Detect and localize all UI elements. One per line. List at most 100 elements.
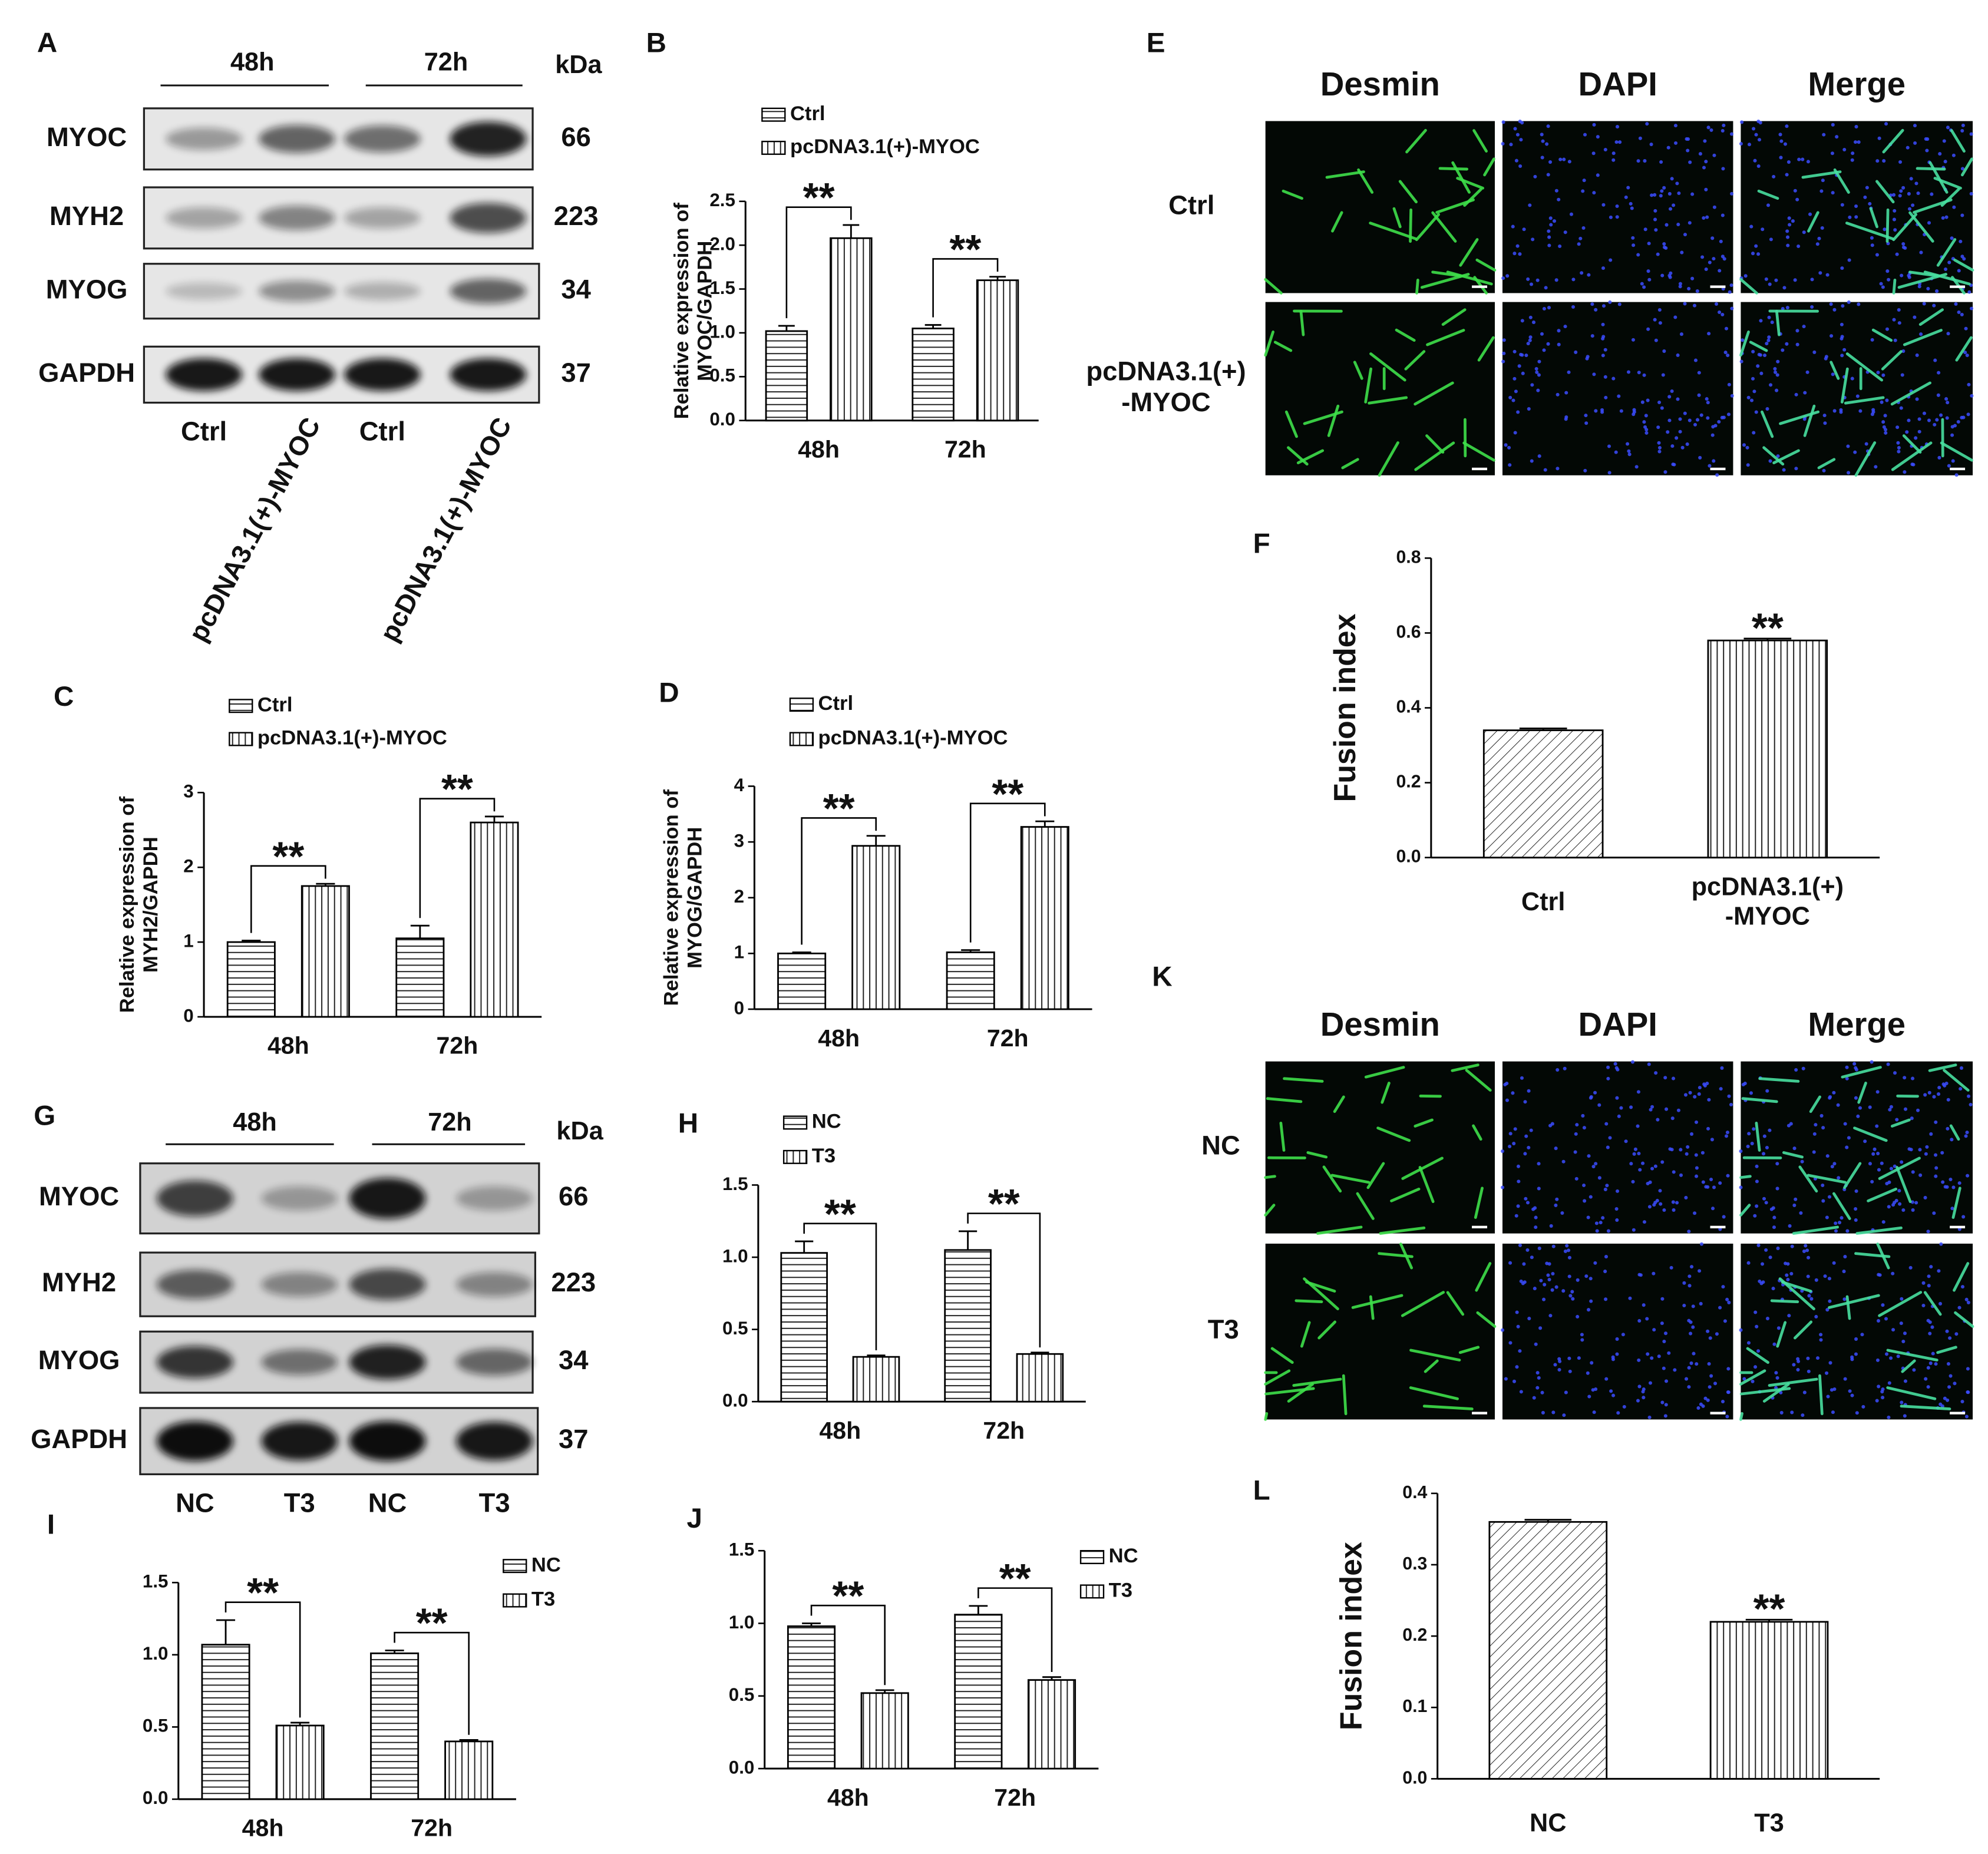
blot-band: [349, 1421, 426, 1461]
nucleus: [1832, 409, 1837, 413]
nucleus: [1899, 189, 1903, 193]
nucleus: [1863, 1139, 1867, 1144]
nucleus: [1739, 1328, 1743, 1332]
error-bar: [795, 1240, 814, 1253]
nucleus: [1770, 320, 1774, 325]
nucleus: [1527, 1317, 1531, 1321]
fibre: [1886, 1349, 1939, 1361]
nucleus: [1947, 464, 1951, 468]
nucleus: [1898, 1202, 1902, 1206]
fibre: [1395, 328, 1416, 342]
nucleus: [1960, 128, 1964, 133]
nucleus: [1756, 364, 1760, 368]
nucleus: [1903, 1331, 1907, 1336]
nucleus: [1758, 1279, 1762, 1283]
nucleus: [1679, 1148, 1683, 1152]
nucleus: [1589, 1095, 1593, 1099]
y-tick-label: 1.5: [729, 1539, 755, 1559]
panel-label: E: [1147, 27, 1165, 58]
nucleus: [1571, 305, 1576, 309]
y-tick-label: 0.0: [1396, 847, 1421, 867]
nucleus: [1563, 1249, 1567, 1253]
nucleus: [1698, 1086, 1702, 1090]
fibre: [1327, 404, 1340, 437]
nucleus: [1917, 285, 1921, 289]
nucleus: [1560, 1211, 1564, 1215]
nucleus: [1926, 137, 1930, 141]
nucleus: [1515, 244, 1520, 248]
nucleus: [1796, 1368, 1800, 1372]
nucleus: [1753, 1365, 1758, 1369]
nucleus: [1739, 141, 1743, 146]
nucleus: [1864, 442, 1868, 446]
nucleus: [1800, 1159, 1804, 1164]
nucleus: [1854, 1352, 1858, 1356]
nucleus: [1810, 277, 1814, 282]
nucleus: [1520, 121, 1524, 125]
fibre: [1404, 350, 1426, 371]
y-tick-label: 0.0: [729, 1757, 755, 1777]
nucleus: [1540, 156, 1544, 160]
nucleus: [1684, 1377, 1689, 1381]
nucleus: [1941, 216, 1945, 220]
nucleus: [1666, 430, 1670, 434]
nucleus: [1887, 277, 1891, 282]
nucleus: [1713, 424, 1718, 428]
nucleus: [1654, 1071, 1658, 1075]
nucleus: [1642, 1396, 1646, 1400]
nucleus: [1960, 312, 1964, 317]
nucleus: [1944, 267, 1948, 272]
fibre: [1303, 1277, 1339, 1311]
nucleus: [1758, 121, 1762, 125]
nucleus: [1876, 1318, 1881, 1323]
nucleus: [1707, 332, 1711, 336]
nucleus: [1725, 1131, 1729, 1135]
nucleus: [1755, 1179, 1759, 1184]
nucleus: [1523, 1100, 1527, 1104]
blot-band: [344, 282, 421, 300]
nucleus: [1641, 1390, 1645, 1394]
fibre: [1878, 1156, 1921, 1180]
nucleus: [1912, 1368, 1916, 1372]
nucleus: [1954, 302, 1958, 306]
nucleus: [1932, 1211, 1936, 1215]
nucleus: [1672, 1208, 1676, 1212]
fibre: [1475, 1262, 1492, 1292]
kda-label: 34: [561, 274, 591, 304]
nucleus: [1601, 1216, 1605, 1220]
nucleus: [1554, 1285, 1558, 1289]
x-tick-label: 48h: [798, 436, 840, 463]
nucleus: [1857, 302, 1861, 306]
fibre: [1330, 1174, 1371, 1184]
nucleus: [1663, 1414, 1667, 1418]
nucleus: [1850, 1357, 1854, 1361]
nucleus: [1791, 219, 1795, 223]
nucleus: [1931, 1351, 1935, 1356]
fibre: [1294, 1299, 1323, 1304]
fibre: [1857, 1082, 1867, 1104]
fibre: [1424, 1359, 1439, 1373]
fibre: [1841, 1066, 1882, 1079]
nucleus: [1653, 217, 1657, 222]
nucleus: [1552, 219, 1557, 223]
nucleus: [1854, 1207, 1858, 1211]
nucleus: [1726, 1390, 1730, 1394]
nucleus: [1646, 1352, 1650, 1356]
nucleus: [1567, 1356, 1571, 1360]
nucleus: [1650, 1356, 1654, 1360]
nucleus: [1594, 1221, 1599, 1225]
nucleus: [1802, 1249, 1806, 1253]
bar: [946, 951, 995, 1010]
nucleus: [1710, 1207, 1715, 1211]
nucleus: [1694, 1153, 1698, 1157]
nucleus: [1550, 1122, 1554, 1126]
nucleus: [1548, 216, 1553, 220]
y-tick-label: 1.0: [709, 321, 735, 342]
nucleus: [1762, 1197, 1766, 1201]
nucleus: [1568, 1369, 1572, 1373]
nucleus: [1928, 1361, 1933, 1365]
y-tick-label: 0.2: [1402, 1625, 1427, 1645]
fibre: [1954, 1311, 1974, 1328]
nucleus: [1807, 1294, 1811, 1298]
nucleus: [1607, 444, 1611, 448]
